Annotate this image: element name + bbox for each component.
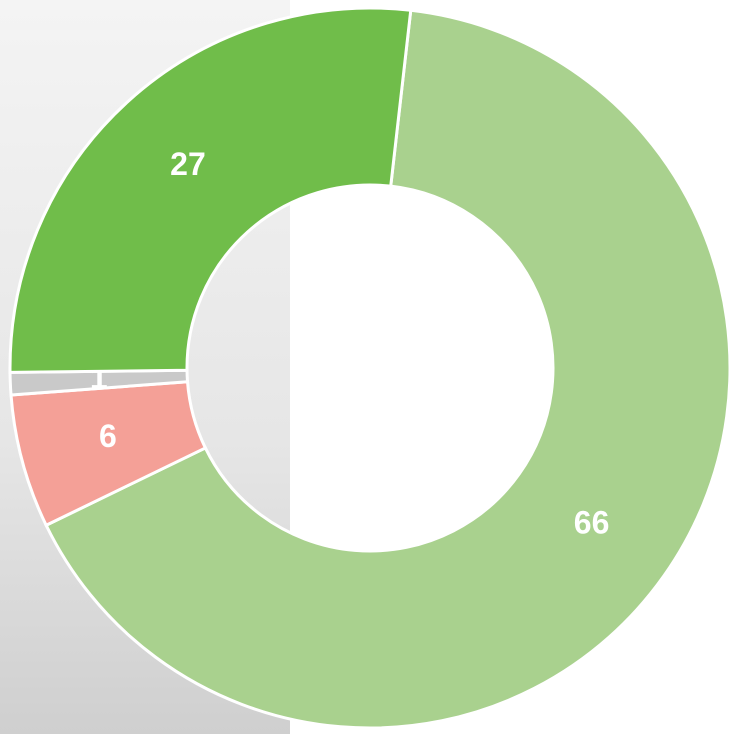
slice (8, 6, 413, 374)
data-label: 6 (99, 418, 117, 454)
data-label: 27 (170, 146, 206, 182)
data-label: 66 (574, 504, 610, 540)
slice (44, 8, 729, 730)
